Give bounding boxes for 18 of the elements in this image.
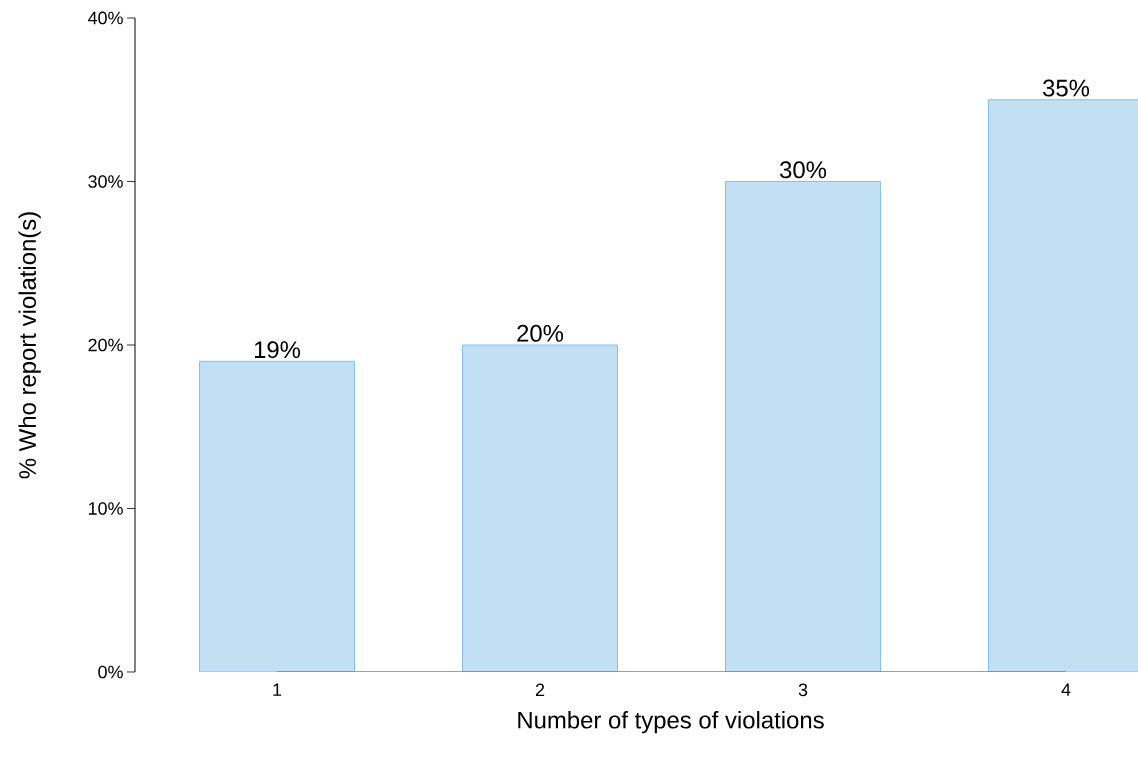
y-axis-title: % Who report violation(s) [18, 212, 41, 479]
bar [199, 360, 356, 672]
y-tick-label: 10% [88, 502, 123, 515]
data-label: 35% [1043, 79, 1090, 97]
y-tick-label: 30% [88, 175, 123, 188]
data-label: 30% [780, 161, 827, 179]
bar [462, 344, 619, 672]
bar [725, 180, 882, 672]
x-tick-label: 1 [273, 683, 282, 696]
y-tick-label: 0% [98, 665, 123, 679]
x-tick-label: 2 [535, 683, 545, 697]
y-tick-label: 20% [88, 338, 123, 352]
y-tick-label: 40% [88, 11, 123, 25]
data-label: 19% [254, 341, 301, 359]
x-tick-label: 3 [798, 683, 808, 697]
x-tick-label: 4 [1061, 683, 1071, 696]
x-axis-title: Number of types of violations [518, 711, 824, 734]
data-label: 20% [517, 324, 564, 342]
